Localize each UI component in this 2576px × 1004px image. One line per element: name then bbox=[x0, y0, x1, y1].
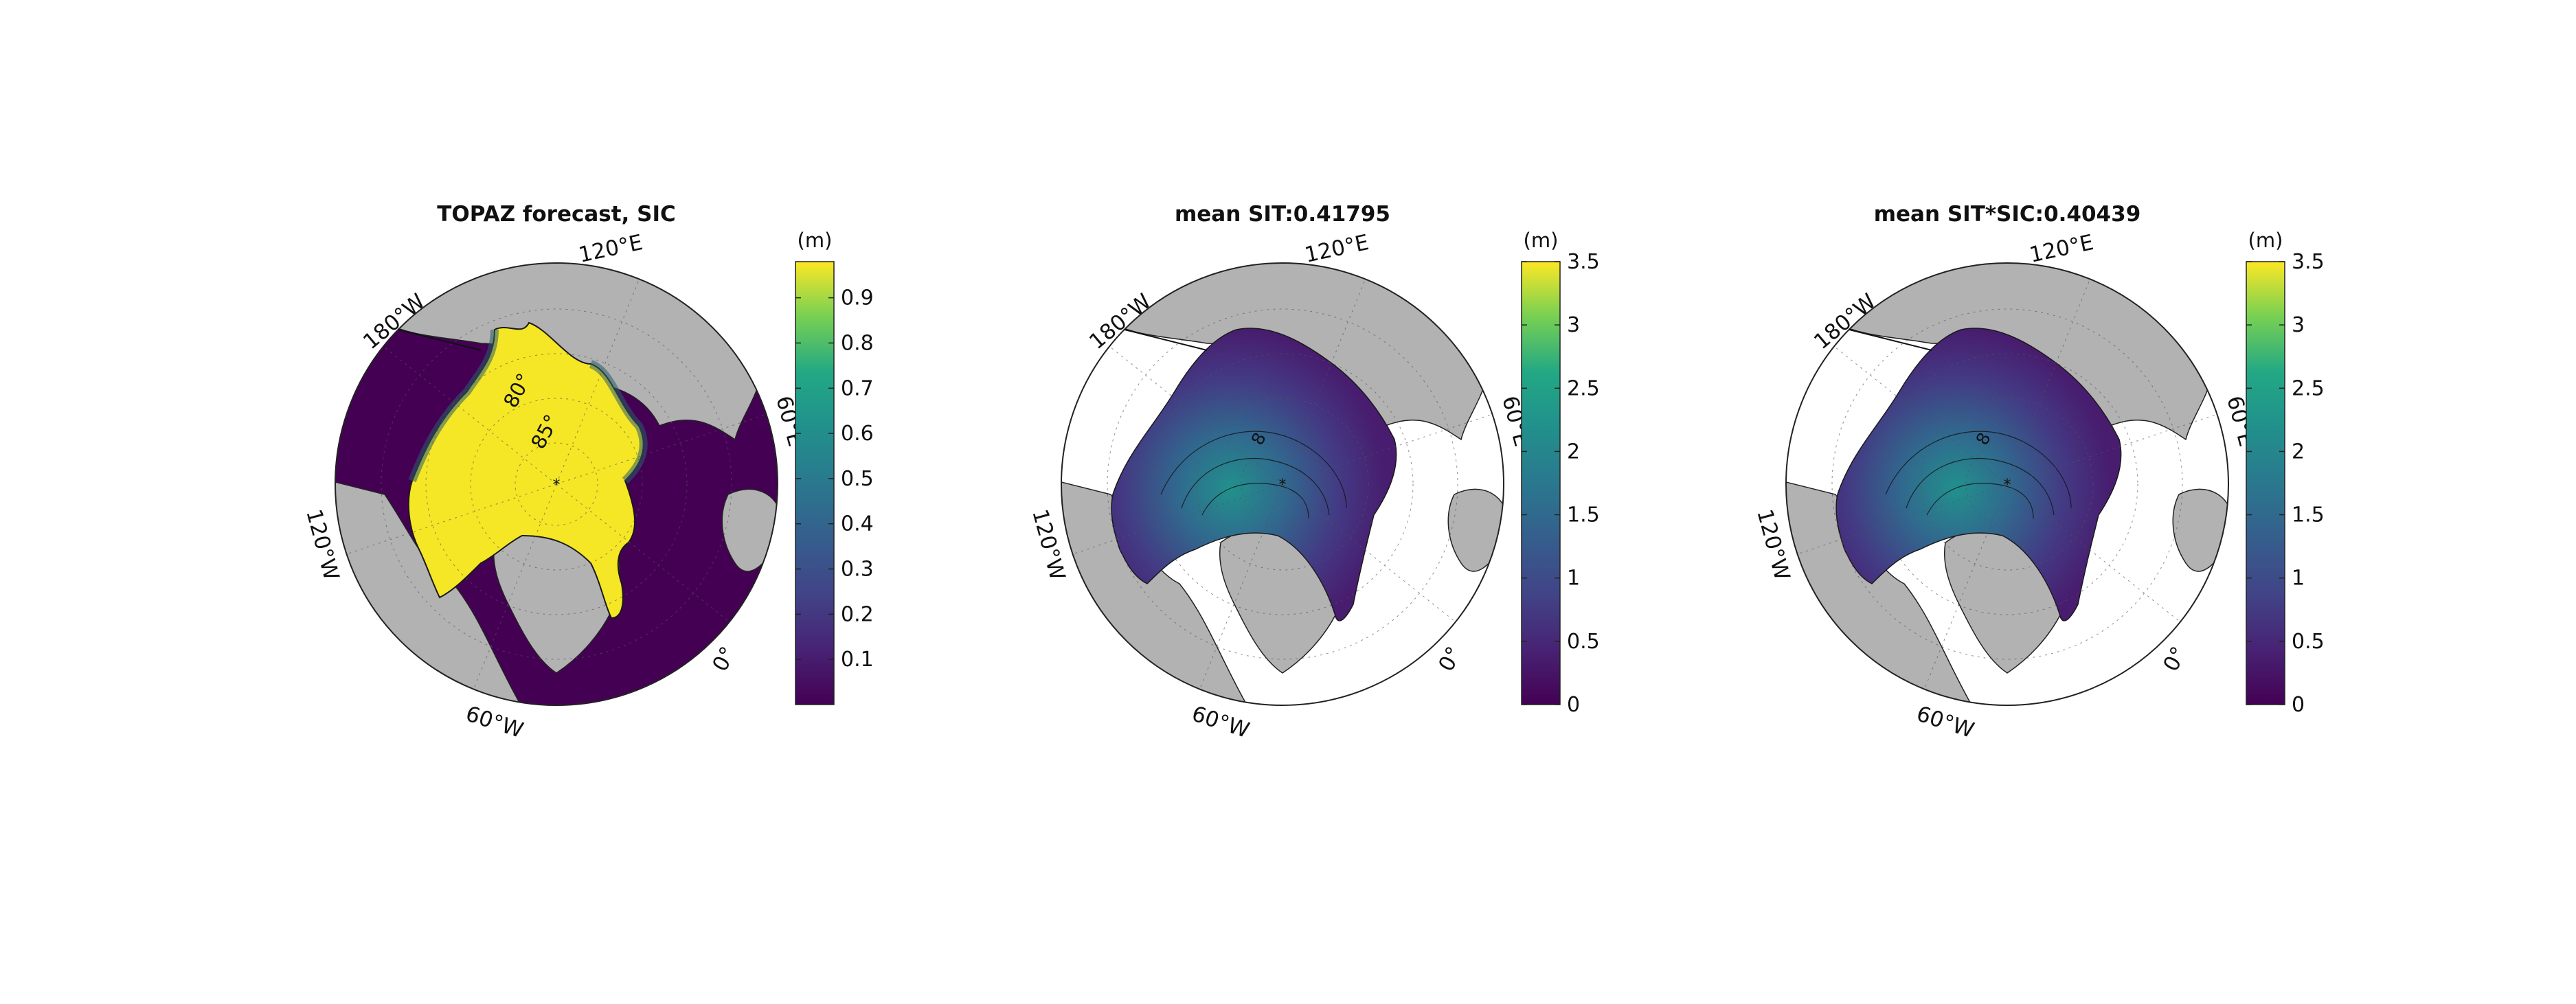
colorbar-tick-label: 0.4 bbox=[841, 512, 874, 536]
lon-label-60w: 60°W bbox=[463, 701, 527, 743]
pole-marker: * bbox=[2004, 477, 2011, 494]
colorbar bbox=[795, 261, 835, 705]
colorbar-tick-label: 2 bbox=[2292, 440, 2305, 464]
colorbar-tick-label: 0 bbox=[2292, 693, 2305, 717]
colorbar bbox=[2246, 261, 2285, 705]
colorbar-tick-label: 1.5 bbox=[2292, 503, 2325, 527]
map-boundary bbox=[335, 262, 778, 706]
colorbar-tick-label: 0.5 bbox=[2292, 630, 2325, 654]
lon-label-120e: 120°E bbox=[576, 230, 645, 268]
colorbar-tick-label: 0.5 bbox=[1567, 630, 1600, 654]
colorbar-tick-label: 0.3 bbox=[841, 558, 874, 582]
sea-ice-thickness bbox=[1835, 328, 2122, 621]
map-boundary bbox=[1061, 262, 1504, 706]
ice-edge-band bbox=[408, 329, 648, 484]
dateline-segment bbox=[1849, 329, 1932, 351]
colorbar-tick-label: 2 bbox=[1567, 440, 1580, 464]
lon-label-60w: 60°W bbox=[1189, 701, 1253, 743]
lon-label-0: 0° bbox=[708, 643, 741, 676]
lon-label-120e: 120°E bbox=[1302, 230, 1371, 268]
lon-label-0: 0° bbox=[1434, 643, 1467, 676]
graticule bbox=[1790, 263, 2224, 705]
panel-title: mean SIT*SIC:0.40439 bbox=[1874, 202, 2141, 227]
colorbar-ticks: 0 0.5 1 1.5 2 2.5 3 3.5 bbox=[1522, 250, 1600, 717]
colorbar-tick-label: 2.5 bbox=[2292, 376, 2325, 400]
colorbar-tick-label: 1 bbox=[1567, 567, 1580, 591]
colorbar-tick-label: 0.5 bbox=[841, 467, 874, 491]
colorbar-tick-label: 0.6 bbox=[841, 422, 874, 446]
colorbar-tick-label: 0.1 bbox=[841, 648, 874, 672]
thickness-contours bbox=[1885, 431, 2072, 519]
colorbar-tick-label: 0.8 bbox=[841, 331, 874, 355]
colorbar-unit: (m) bbox=[1524, 229, 1559, 252]
map-disk: 8 * bbox=[1786, 263, 2228, 705]
colorbar-tick-label: 3 bbox=[2292, 313, 2305, 337]
colorbar-tick-label: 2.5 bbox=[1567, 376, 1600, 400]
map-disk: 8 * bbox=[1061, 263, 1504, 705]
panel-title: TOPAZ forecast, SIC bbox=[437, 202, 675, 227]
colorbar-ticks: 0.1 0.2 0.3 0.4 0.5 0.6 0.7 0.8 0.9 bbox=[795, 286, 874, 672]
lon-label-0: 0° bbox=[2158, 643, 2191, 676]
colorbar-tick-label: 0.7 bbox=[841, 376, 874, 400]
colorbar-ticks: 0 0.5 1 1.5 2 2.5 3 3.5 bbox=[2246, 250, 2325, 717]
pole-marker: * bbox=[1279, 477, 1287, 494]
colorbar-unit: (m) bbox=[798, 229, 833, 252]
dateline-segment bbox=[1124, 329, 1208, 351]
graticule bbox=[1065, 263, 1500, 705]
colorbar-tick-label: 1.5 bbox=[1567, 503, 1600, 527]
map-boundary bbox=[1785, 262, 2229, 706]
pole-marker: * bbox=[553, 477, 561, 494]
dateline-segment bbox=[398, 329, 482, 351]
colorbar-tick-label: 3.5 bbox=[1567, 250, 1600, 274]
panel-sit-sic: mean SIT*SIC:0.40439 bbox=[1752, 202, 2324, 743]
colorbar-tick-label: 0 bbox=[1567, 693, 1580, 717]
lon-label-60w: 60°W bbox=[1914, 701, 1978, 743]
panel-sit: mean SIT:0.41795 bbox=[1027, 202, 1599, 743]
colorbar-tick-label: 3.5 bbox=[2292, 250, 2325, 274]
panel-title: mean SIT:0.41795 bbox=[1175, 202, 1390, 227]
sea-ice-thickness bbox=[1111, 328, 1397, 621]
thickness-contours bbox=[1160, 431, 1347, 519]
colorbar-tick-label: 1 bbox=[2292, 567, 2305, 591]
colorbar bbox=[1521, 261, 1561, 705]
colorbar-tick-label: 0.9 bbox=[841, 286, 874, 310]
colorbar-tick-label: 0.2 bbox=[841, 602, 874, 626]
graticule bbox=[339, 263, 773, 705]
colorbar-unit: (m) bbox=[2248, 229, 2283, 252]
lon-label-120e: 120°E bbox=[2027, 230, 2096, 268]
panel-sic: TOPAZ forecast, SIC bbox=[301, 202, 873, 743]
colorbar-tick-label: 3 bbox=[1567, 313, 1580, 337]
